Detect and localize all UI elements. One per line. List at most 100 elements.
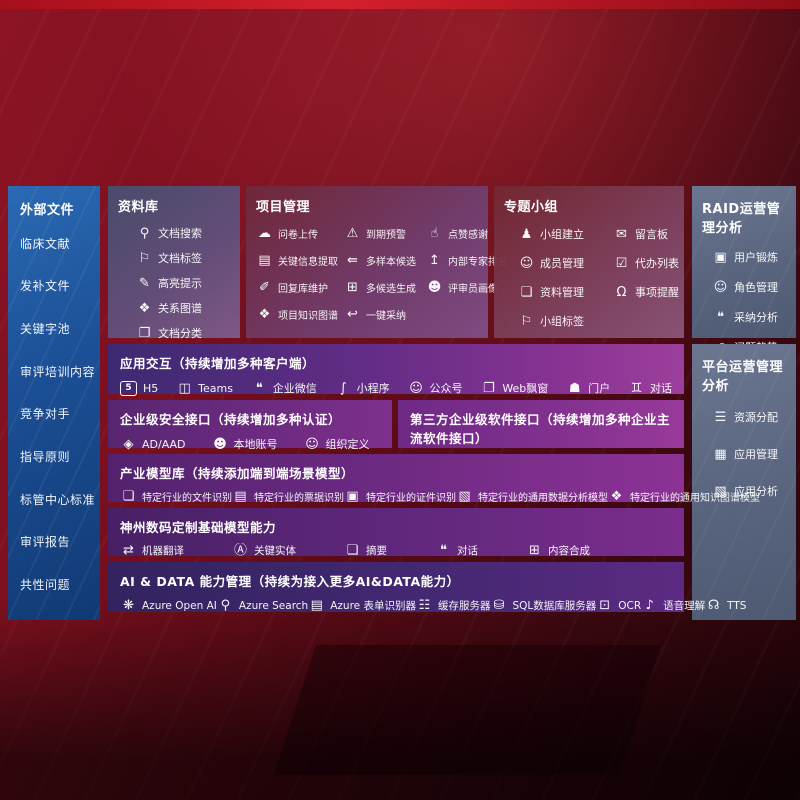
sidebar-item[interactable]: 发补文件 [20,277,90,294]
doc-tag-item[interactable]: ⚐ 文档标签 [136,250,230,266]
knowledge-graph-item[interactable]: ❖ 项目知识图谱 [256,307,344,322]
item-label: AD/AAD [142,437,186,451]
cache-server-icon: ☷ [418,598,431,613]
speech-understand-icon: ♪ [645,598,654,613]
material-manage-icon: ❏ [520,284,533,300]
one-click-adopt-item[interactable]: ↩ 一键采纳 [344,307,426,322]
sql-database-item[interactable]: ⛁ SQL数据库服务器 [490,598,597,613]
content-compose-icon: ⊞ [529,543,540,558]
thumbs-up-item[interactable]: ☝ 点赞感谢 [426,226,508,241]
relation-graph-item[interactable]: ❖ 关系图谱 [136,300,230,316]
data-analysis-model-item[interactable]: ▧ 特定行业的通用数据分析模型 [456,489,608,504]
local-account-item[interactable]: ☻ 本地账号 [212,436,277,452]
resource-allocate-icon: ☰ [714,409,727,425]
role-manage-item[interactable]: ☺ 角色管理 [712,279,788,295]
highlight-pen-icon: ✎ [139,275,150,291]
library-panel: 资料库 ⚲ 文档搜索 ⚐ 文档标签 ✎ 高亮提示 ❖ 关系图谱 ❐ 文档分类 [108,186,240,341]
highlight-pen-item[interactable]: ✎ 高亮提示 [136,275,230,291]
cloud-upload-item[interactable]: ☁ 问卷上传 [256,226,344,241]
due-alarm-item[interactable]: ⚠ 到期预警 [344,226,426,241]
candidate-generate-item[interactable]: ⊞ 多候选生成 [344,280,426,295]
project-items: ☁ 问卷上传 ⚠ 到期预警 ☝ 点赞感谢 ▤ 关键信息提取 ⇚ 多样本候选 ↥ 内部专家排名 ✐ 回复库维… [256,226,508,322]
sidebar-item[interactable]: 标管中心标准 [20,491,95,508]
member-manage-item[interactable]: ☺ 成员管理 [518,255,613,271]
item-label: 特定行业的文件识别 [142,493,232,504]
ad-shield-item[interactable]: ◈ AD/AAD [120,438,186,451]
item-label: 问题趋势 [734,339,778,355]
file-recognize-icon: ❏ [122,489,135,504]
group-items: ♟ 小组建立 ✉ 留言板 ☺ 成员管理 ☑ 代办列表 ❏ 资料管理 Ω 事项提醒 ⚐ 小组标签 [518,226,679,329]
user-card-item[interactable]: ▣ 用户锻炼 [712,249,788,265]
app-manage-item[interactable]: ▦ 应用管理 [712,446,788,462]
group-tag-item[interactable]: ⚐ 小组标签 [518,313,613,329]
ocr-item[interactable]: ⊡ OCR [596,599,641,612]
multi-sample-item[interactable]: ⇚ 多样本候选 [344,253,426,268]
sidebar-item[interactable]: 竞争对手 [20,405,90,422]
tts-item[interactable]: ☊ TTS [705,599,747,612]
item-label: 项目知识图谱 [278,311,338,322]
message-board-item[interactable]: ✉ 留言板 [613,226,679,242]
reminder-bell-item[interactable]: Ω 事项提醒 [613,284,679,300]
group-tag-icon: ⚐ [520,313,533,329]
sidebar-item[interactable]: 临床文献 [20,235,90,252]
summary-item[interactable]: ❏ 摘要 [344,543,387,558]
expert-rank-item[interactable]: ↥ 内部专家排名 [426,253,508,268]
dialog-item[interactable]: ♊ 对话 [628,380,672,396]
group-create-item[interactable]: ♟ 小组建立 [518,226,613,242]
org-define-item[interactable]: ☺ 组织定义 [304,436,369,452]
platform-panel-title: 平台运营管理分析 [702,360,784,394]
app-interaction-row: 应用交互（持续增加多种客户端） 5 H5 ◫ Teams ❝ 企业微信 ∫ 小程序 ☺ 公众号 ❐ W… [108,344,684,396]
form-recognizer-icon: ▤ [310,598,323,613]
h5-item[interactable]: 5 H5 [120,380,158,396]
item-label: SQL数据库服务器 [512,600,597,612]
official-account-item[interactable]: ☺ 公众号 [407,380,462,396]
wechat-work-item[interactable]: ❝ 企业微信 [251,380,317,396]
azure-openai-item[interactable]: ❋ Azure Open AI [120,599,217,612]
azure-search-item[interactable]: ⚲ Azure Search [217,598,309,613]
thumbs-up-icon: ☝ [430,226,439,241]
doc-search-item[interactable]: ⚲ 文档搜索 [136,225,230,241]
receipt-recognize-item[interactable]: ▤ 特定行业的票据识别 [232,489,344,504]
material-manage-item[interactable]: ❏ 资料管理 [518,284,613,300]
content-compose-item[interactable]: ⊞ 内容合成 [526,543,590,558]
doc-classify-item[interactable]: ❐ 文档分类 [136,325,230,341]
sidebar-item[interactable]: 共性问题 [20,576,90,593]
file-recognize-item[interactable]: ❏ 特定行业的文件识别 [120,489,232,504]
graph-model-item[interactable]: ❖ 特定行业的通用知识图谱模型 [608,489,760,504]
speech-understand-item[interactable]: ♪ 语音理解 [641,598,705,613]
expert-rank-icon: ↥ [429,253,440,268]
web-popup-item[interactable]: ❐ Web飘窗 [480,380,548,396]
cache-server-item[interactable]: ☷ 缓存服务器 [416,598,491,613]
issue-trend-item[interactable]: ↗ 问题趋势 [712,339,788,355]
item-label: 问卷上传 [278,230,318,241]
h5-icon: 5 [120,380,137,396]
item-label: 留言板 [635,228,668,241]
sidebar-item-label: 关键字池 [20,322,71,337]
mini-program-item[interactable]: ∫ 小程序 [335,380,390,396]
reviewer-portrait-item[interactable]: ☻ 评审员画像 [426,280,508,295]
reminder-bell-icon: Ω [616,284,627,300]
platform-items: ☰ 资源分配 ▦ 应用管理 ▧ 应用分析 [712,409,788,499]
adopt-analysis-item[interactable]: ❝ 采纳分析 [712,309,788,325]
chat-item[interactable]: ❝ 对话 [435,543,478,558]
azure-search-icon: ⚲ [220,598,231,613]
sidebar-item[interactable]: 指导原则 [20,448,90,465]
teams-item[interactable]: ◫ Teams [176,382,232,395]
idcard-recognize-item[interactable]: ▣ 特定行业的证件识别 [344,489,456,504]
key-entity-item[interactable]: Ⓐ 关键实体 [232,543,296,558]
resource-allocate-item[interactable]: ☰ 资源分配 [712,409,788,425]
sidebar-item[interactable]: 审评报告 [20,533,90,550]
machine-translate-item[interactable]: ⇄ 机器翻译 [120,543,184,558]
project-panel-title: 项目管理 [256,200,311,215]
todo-list-item[interactable]: ☑ 代办列表 [613,255,679,271]
web-popup-icon: ❐ [482,380,495,396]
item-label: 小程序 [356,382,390,395]
app-analysis-item[interactable]: ▧ 应用分析 [712,483,788,499]
item-label: 资料管理 [540,286,584,299]
form-recognizer-item[interactable]: ▤ Azure 表单识别器 [308,598,416,613]
reply-maintain-item[interactable]: ✐ 回复库维护 [256,280,344,295]
info-extract-item[interactable]: ▤ 关键信息提取 [256,253,344,268]
sidebar-item[interactable]: 审评培训内容 [20,363,95,380]
sidebar-item[interactable]: 关键字池 [20,320,90,337]
portal-item[interactable]: ☗ 门户 [566,380,610,396]
